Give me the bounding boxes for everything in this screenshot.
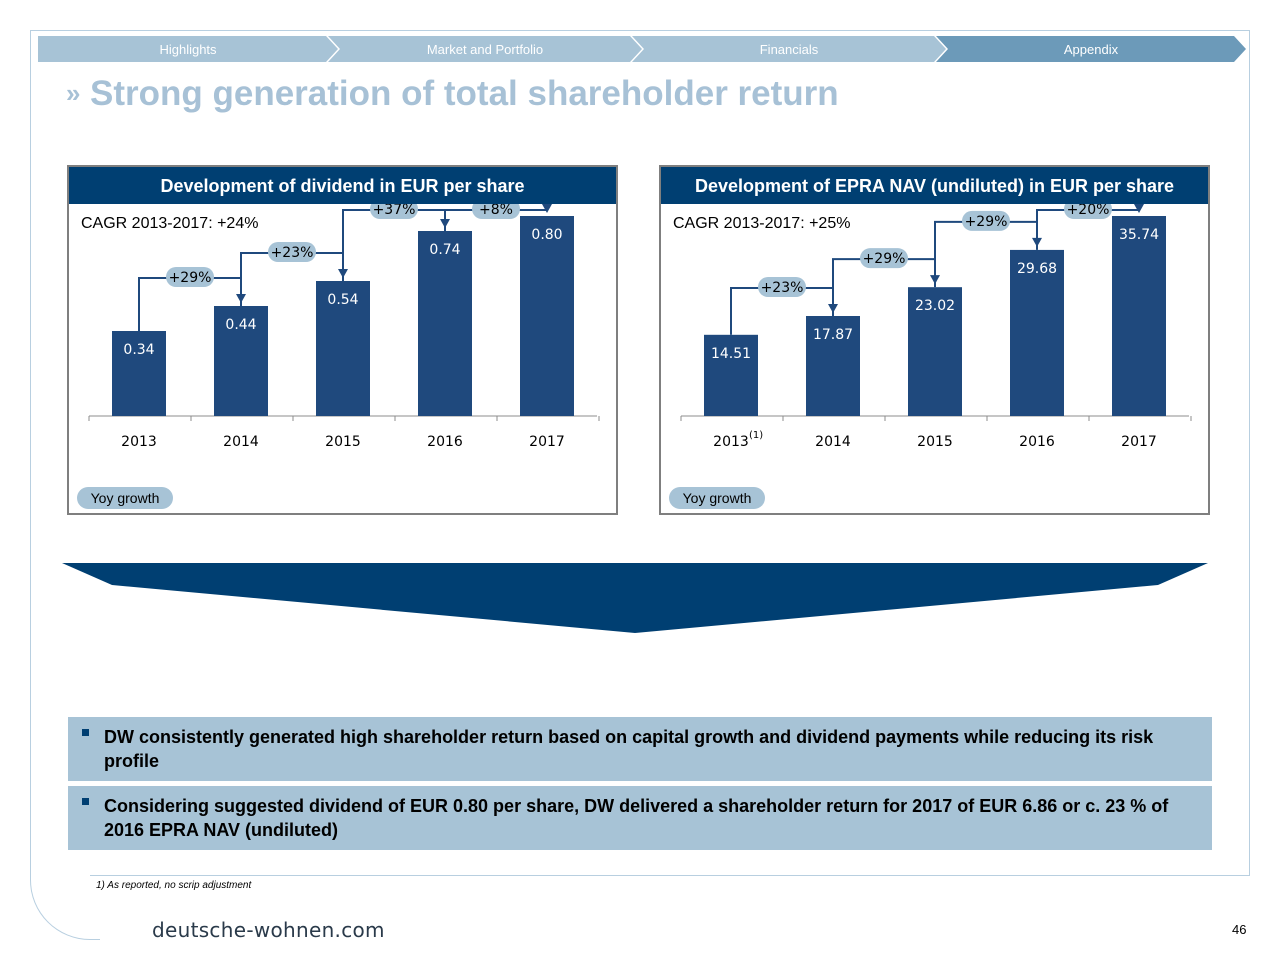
page-number: 46	[1232, 922, 1247, 937]
dividend-chart-panel: Development of dividend in EUR per share…	[67, 165, 618, 515]
x-tick-label: 2017	[1121, 434, 1157, 450]
bar-value-label: 35.74	[1119, 227, 1159, 243]
bar	[418, 231, 472, 416]
growth-pill	[472, 204, 520, 219]
growth-pill	[370, 204, 418, 219]
bar	[214, 306, 268, 416]
growth-pill	[1064, 204, 1112, 219]
bar-value-label: 14.51	[711, 346, 751, 362]
frame-line	[90, 875, 1250, 876]
cagr-label: CAGR 2013-2017: +24%	[81, 215, 259, 232]
growth-label: +23%	[761, 280, 804, 296]
nav-bar-chart: 14.51 2013 (1) 17.87 2014 23.02 2015 29.68 2016 3…	[680, 204, 1192, 450]
growth-arrowhead	[1134, 204, 1144, 213]
growth-pill	[758, 277, 806, 297]
down-arrow-icon	[62, 563, 1208, 633]
growth-label: +29%	[863, 251, 906, 267]
nav-tab-appendix[interactable]: Appendix	[936, 36, 1246, 62]
x-tick-label: 2014	[223, 434, 259, 450]
nav-tab-market-portfolio[interactable]: Market and Portfolio	[328, 36, 642, 62]
x-tick-label: 2016	[1019, 434, 1055, 450]
bullet-text: Considering suggested dividend of EUR 0.…	[104, 796, 1169, 840]
bullet-square-icon	[82, 729, 89, 736]
x-tick-label: 2015	[917, 434, 953, 450]
bar-value-label: 29.68	[1017, 261, 1057, 277]
frame-line	[1249, 30, 1250, 876]
bar	[316, 281, 370, 416]
frame-curve	[30, 860, 100, 940]
bar	[704, 334, 758, 416]
bar	[1112, 216, 1166, 416]
bar	[908, 287, 962, 416]
bar	[806, 316, 860, 416]
nav-tab-label: Market and Portfolio	[426, 42, 544, 57]
bar-value-label: 0.44	[225, 317, 256, 333]
nav-tab-label: Highlights	[159, 42, 217, 57]
legend-yoy-growth: Yoy growth	[669, 487, 765, 509]
bullet-square-icon	[82, 798, 89, 805]
nav-tab-financials[interactable]: Financials	[632, 36, 946, 62]
nav-tab-highlights[interactable]: Highlights	[38, 36, 338, 62]
cagr-label: CAGR 2013-2017: +25%	[673, 215, 851, 232]
bar-value-label: 0.74	[429, 242, 460, 258]
growth-label: +20%	[1067, 204, 1110, 218]
frame-line	[30, 30, 1250, 31]
title-chevron-icon: »	[66, 78, 81, 108]
bullet-text: DW consistently generated high sharehold…	[104, 727, 1154, 771]
nav-chart-panel: Development of EPRA NAV (undiluted) in E…	[659, 165, 1210, 515]
nav-tab-label: Appendix	[1063, 42, 1119, 57]
growth-pill	[860, 248, 908, 269]
bar-value-label: 0.80	[531, 227, 562, 243]
x-tick-label: 2015	[325, 434, 361, 450]
bar-value-label: 0.54	[327, 292, 358, 308]
x-tick-label: 2013	[121, 434, 157, 450]
chart-title: Development of dividend in EUR per share	[69, 167, 616, 204]
growth-pill	[962, 210, 1010, 231]
x-tick-label: 2017	[529, 434, 565, 450]
growth-label: +23%	[271, 245, 314, 261]
x-tick-superscript: (1)	[749, 430, 763, 441]
x-tick-label: 2013	[713, 434, 749, 450]
x-tick-label: 2014	[815, 434, 851, 450]
page-title: Strong generation of total shareholder r…	[90, 74, 839, 113]
growth-label: +29%	[169, 270, 212, 286]
growth-pill	[268, 242, 316, 262]
growth-arrowhead	[542, 204, 552, 213]
frame-line	[30, 30, 31, 870]
bar	[112, 331, 166, 416]
bar-value-label: 17.87	[813, 327, 853, 343]
nav-tab-label: Financials	[759, 42, 819, 57]
growth-label: +37%	[373, 204, 416, 218]
bar	[520, 216, 574, 416]
bar-value-label: 23.02	[915, 298, 955, 314]
growth-label: +8%	[479, 204, 513, 218]
dividend-bar-chart: 0.34 2013 0.44 2014 0.54 2015 0.74 2016 0.80 2017…	[88, 204, 600, 450]
bar	[1010, 249, 1064, 416]
bar-value-label: 0.34	[123, 342, 154, 358]
footnote: 1) As reported, no scrip adjustment	[96, 880, 252, 891]
bullet-item: Considering suggested dividend of EUR 0.…	[68, 786, 1212, 850]
growth-pill	[166, 267, 214, 287]
bullet-item: DW consistently generated high sharehold…	[68, 717, 1212, 781]
website-logo[interactable]: deutsche-wohnen.com	[152, 918, 385, 942]
growth-label: +29%	[965, 214, 1008, 230]
x-tick-label: 2016	[427, 434, 463, 450]
chart-title: Development of EPRA NAV (undiluted) in E…	[661, 167, 1208, 204]
legend-yoy-growth: Yoy growth	[77, 487, 173, 509]
